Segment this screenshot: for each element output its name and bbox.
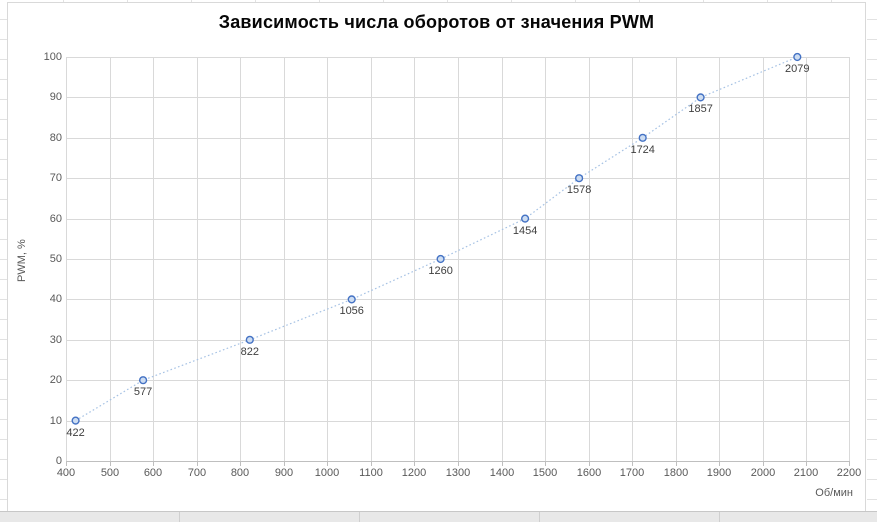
y-tick-label: 100 [43, 51, 62, 63]
data-point-label: 1260 [428, 265, 453, 277]
x-tick-label: 1900 [706, 467, 732, 479]
y-tick-label: 0 [55, 455, 62, 467]
x-axis-tick [327, 462, 328, 466]
x-tick-label: 1200 [401, 467, 427, 479]
data-point-label: 422 [66, 426, 85, 439]
x-tick-label: 400 [56, 467, 76, 479]
v-gridline [763, 57, 764, 461]
y-tick-label: 40 [49, 293, 62, 305]
v-gridline [284, 57, 285, 461]
data-point-marker [521, 214, 530, 223]
x-tick-label: 500 [100, 467, 120, 479]
data-point-marker [436, 254, 445, 264]
x-tick-label: 2200 [836, 467, 862, 479]
data-point-marker [71, 416, 80, 425]
x-tick-label: 1400 [489, 467, 515, 479]
plot-area: 422 577 822 1056 1260 1454 1578 1724 1857 2079 [66, 52, 850, 462]
data-point-marker [138, 376, 148, 385]
v-gridline [545, 57, 546, 461]
v-gridline [327, 57, 328, 461]
v-gridline [676, 57, 677, 461]
x-axis-tick [371, 462, 372, 466]
y-tick-label: 90 [49, 91, 62, 103]
x-tick-label: 1700 [619, 467, 645, 479]
v-gridline [240, 57, 241, 461]
x-axis-tick [589, 462, 590, 466]
x-axis-tick [66, 462, 67, 466]
data-point-marker [347, 295, 356, 304]
x-tick-label: 1800 [663, 467, 689, 479]
series-svg [71, 52, 802, 425]
v-gridline [153, 57, 154, 461]
v-gridline [632, 57, 633, 461]
spreadsheet-bottom-strip [0, 511, 877, 522]
x-axis-title: Об/мин [815, 487, 853, 499]
x-tick-label: 600 [143, 467, 163, 479]
x-axis-tick [719, 462, 720, 466]
data-point-marker [574, 174, 584, 183]
x-tick-label: 1500 [532, 467, 558, 479]
data-point-label: 1857 [688, 103, 713, 116]
data-point-label: 2079 [785, 63, 810, 75]
series-line [75, 56, 798, 422]
data-point-label: 1724 [630, 143, 655, 156]
x-axis-tick [153, 462, 154, 466]
data-point-label: 822 [240, 345, 259, 358]
y-tick-label: 60 [49, 213, 62, 225]
v-gridline [197, 57, 198, 461]
data-point-marker [793, 52, 802, 62]
x-axis-tick [632, 462, 633, 466]
data-point-label: 577 [133, 386, 153, 399]
y-tick-label: 80 [49, 132, 62, 144]
spreadsheet-columns-sliver [0, 0, 877, 2]
y-tick-label: 10 [49, 415, 62, 427]
x-axis-tick [110, 462, 111, 466]
x-tick-label: 2000 [750, 467, 776, 479]
data-point-marker [696, 93, 705, 102]
x-axis-tick [502, 462, 503, 466]
y-tick-label: 70 [49, 172, 62, 184]
v-gridline [806, 57, 807, 461]
x-tick-label: 900 [274, 467, 294, 479]
x-tick-label: 1300 [445, 467, 471, 479]
x-tick-label: 1000 [314, 467, 340, 479]
x-axis-tick [284, 462, 285, 466]
data-point-marker [638, 133, 647, 142]
x-axis-tick [676, 462, 677, 466]
v-gridline [458, 57, 459, 461]
x-axis-tick [806, 462, 807, 466]
x-tick-label: 800 [230, 467, 250, 479]
x-axis-tick [197, 462, 198, 466]
v-gridline [66, 57, 67, 461]
y-tick-label: 30 [49, 334, 62, 346]
v-gridline [719, 57, 720, 461]
x-axis-tick [240, 462, 241, 466]
x-axis-tick [763, 462, 764, 466]
y-tick-label: 50 [49, 253, 62, 265]
x-axis-tick [545, 462, 546, 466]
v-gridline [110, 57, 111, 461]
spreadsheet-rows-sliver-left [0, 0, 7, 511]
data-point-label: 1056 [339, 305, 364, 318]
x-axis-tick [414, 462, 415, 466]
v-gridline [371, 57, 372, 461]
data-point-marker [245, 335, 254, 344]
v-gridline [849, 57, 850, 461]
x-axis-tick [458, 462, 459, 466]
v-gridline [502, 57, 503, 461]
y-tick-label: 20 [49, 374, 62, 386]
data-point-label: 1578 [566, 184, 592, 197]
spreadsheet-rows-sliver-right [867, 0, 877, 511]
x-tick-label: 2100 [793, 467, 819, 479]
x-tick-label: 700 [187, 467, 207, 479]
v-gridline [414, 57, 415, 461]
chart-title: Зависимость числа оборотов от значения P… [218, 12, 655, 32]
x-tick-label: 1600 [576, 467, 602, 479]
chart-area[interactable]: Зависимость числа оборотов от значения P… [7, 2, 866, 512]
x-axis-tick [849, 462, 850, 466]
x-tick-label: 1100 [359, 467, 383, 479]
data-point-label: 1454 [512, 224, 538, 237]
v-gridline [589, 57, 590, 461]
